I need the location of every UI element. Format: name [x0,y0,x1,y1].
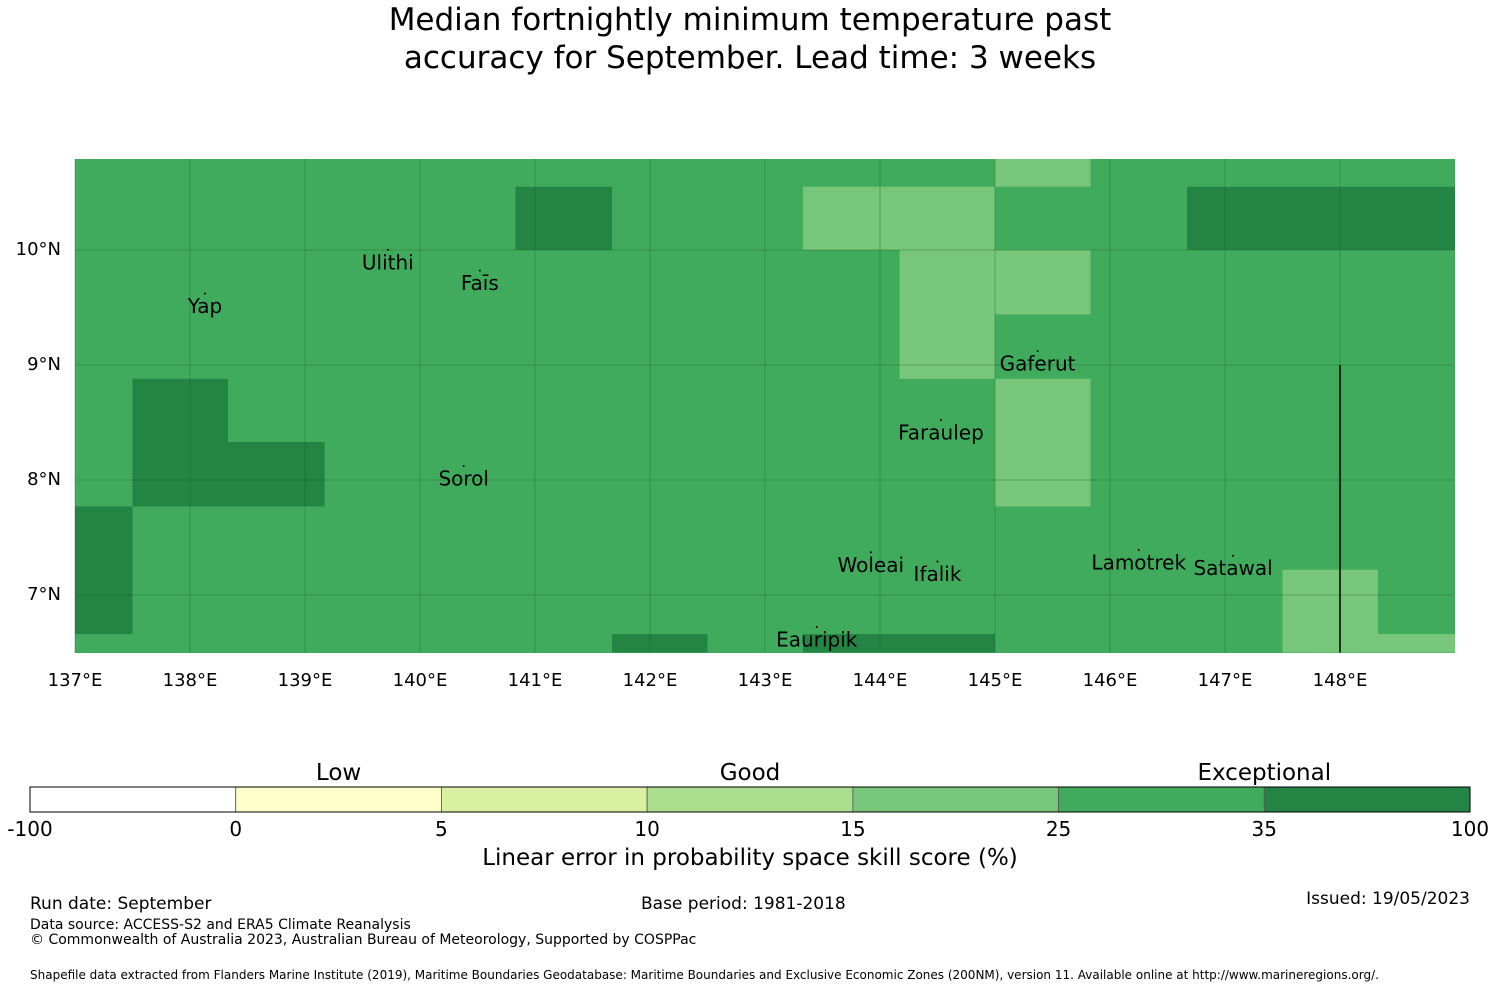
skill-cell [612,634,708,653]
lat-tick-label: 9°N [27,354,61,375]
lon-tick-label: 148°E [1313,670,1368,691]
lon-tick-label: 147°E [1198,670,1253,691]
lon-tick-label: 146°E [1083,670,1138,691]
lon-tick-label: 137°E [48,670,103,691]
skill-cell [802,634,995,653]
run-date: Run date: September [30,894,212,914]
graticule [74,159,1455,653]
colorbar-tick-label: 100 [1450,817,1490,841]
island-marker [1036,350,1039,352]
skill-cell [1377,634,1455,653]
lat-tick-label: 8°N [27,469,61,490]
copyright-notice: © Commonwealth of Australia 2023, Austra… [30,932,697,948]
lon-tick-label: 138°E [163,670,218,691]
island-marker [815,626,818,628]
lon-tick-label: 142°E [623,670,678,691]
place-label: Ifalik [914,562,962,586]
skill-cell [995,378,1091,507]
place-label: Eauripik [776,628,858,652]
skill-cell [995,159,1091,187]
lon-tick-label: 145°E [968,670,1023,691]
colorbar-tick-label: 10 [634,817,660,841]
island-marker [936,560,939,563]
map-title-line-1: Median fortnightly minimum temperature p… [388,2,1112,38]
place-label: Faīs [461,271,499,295]
skill-cell [1187,186,1455,250]
island-marker [1137,548,1140,551]
lat-tick-label: 7°N [27,584,61,605]
issued-date: Issued: 19/05/2023 [1306,889,1470,909]
skill-cell [802,186,995,250]
place-label: Gaferut [1000,352,1076,376]
colorbar [29,786,1471,813]
colorbar-tick-label: 5 [435,817,448,841]
lon-tick-label: 140°E [393,670,448,691]
colorbar-bin [441,786,648,813]
colorbar-bin [1263,786,1471,813]
base-period: Base period: 1981-2018 [641,894,846,914]
colorbar-category-label: Good [719,760,781,786]
place-label: Yap [187,294,222,318]
colorbar-bin [1058,786,1265,813]
colorbar-tick-label: 25 [1045,817,1072,841]
place-label: Lamotrek [1091,550,1186,574]
lat-tick-label: 10°N [16,239,61,260]
island-marker [1232,554,1235,557]
place-label: Satawal [1193,556,1272,580]
colorbar-axis-label: Linear error in probability space skill … [482,845,1018,871]
skill-cell [515,186,613,250]
colorbar-bin [29,786,237,813]
lon-tick-label: 141°E [508,670,563,691]
island-marker [478,269,481,272]
colorbar-tick-label: 35 [1251,817,1278,841]
colorbar-category-label: Low [315,760,362,786]
lon-tick-label: 139°E [278,670,333,691]
skill-cell [132,378,228,443]
colorbar-frame [29,786,1471,813]
island-labels: Yap Ulithi Faīs Gaferut Faraulep Sorol Woleai I… [187,248,1273,652]
place-label: Ulithi [362,250,414,274]
colorbar-bin [235,786,442,813]
island-marker [386,248,389,251]
place-label: Sorol [438,467,489,491]
place-label: Faraulep [898,421,984,445]
skill-cell [1282,569,1378,653]
map-title-line-2: accuracy for September. Lead time: 3 wee… [403,40,1097,76]
lon-tick-label: 144°E [853,670,908,691]
skill-cell [899,250,995,379]
skill-cell [75,506,133,635]
shapefile-credit: Shapefile data extracted from Flanders M… [30,968,1379,982]
colorbar-bin [852,786,1059,813]
island-marker [939,419,942,421]
colorbar-tick-label: 0 [229,817,243,841]
place-label: Woleai [838,553,905,577]
colorbar-bin [646,786,854,813]
skill-cell [995,250,1091,315]
lon-tick-label: 143°E [738,670,793,691]
skill-cells [75,159,1455,653]
colorbar-tick-label: 15 [840,817,866,841]
colorbar-tick-label: -100 [7,817,53,841]
colorbar-category-label: Exceptional [1197,760,1332,786]
axis-tick-labels: 137°E 138°E 139°E 140°E 141°E 142°E 143°E 144°E… [16,239,1368,691]
island-marker [203,292,206,295]
data-source: Data source: ACCESS-S2 and ERA5 Climate … [30,917,411,933]
island-marker [869,551,872,554]
island-marker [462,465,465,467]
skill-cell [132,442,325,507]
